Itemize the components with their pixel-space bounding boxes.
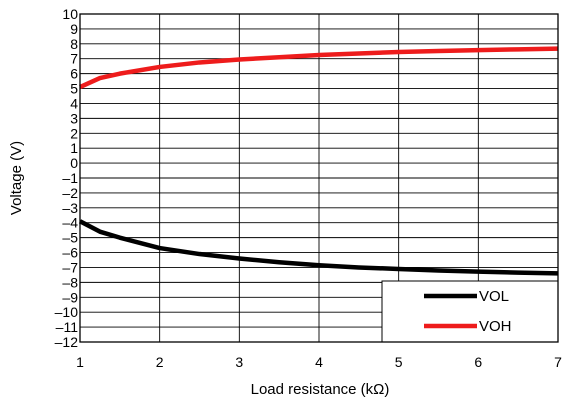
legend-label-vol: VOL: [479, 288, 509, 305]
x-tick-label: 3: [235, 354, 243, 370]
series-line-voh: [79, 46, 559, 90]
y-tick-label: –6: [62, 245, 78, 261]
y-tick-label: 4: [70, 95, 78, 111]
x-tick-label: 5: [395, 354, 403, 370]
y-tick-label: –2: [62, 185, 78, 201]
legend-label-voh: VOH: [479, 318, 512, 335]
y-tick-label: 3: [70, 110, 78, 126]
y-axis-title: Voltage (V): [8, 141, 25, 215]
y-tick-label: 6: [70, 66, 78, 82]
y-tick-label: 7: [70, 51, 78, 67]
y-tick-label: –12: [55, 334, 79, 350]
grid: [80, 14, 558, 342]
y-tick-label: 8: [70, 36, 78, 52]
legend-box: [381, 280, 559, 343]
y-tick-label: –4: [62, 215, 78, 231]
x-tick-label: 7: [554, 354, 562, 370]
y-tick-label: –5: [62, 230, 78, 246]
x-axis-title: Load resistance (kΩ): [251, 381, 390, 398]
x-tick-labels: 1 2 3 4 5 6 7: [76, 354, 562, 370]
y-tick-label: –11: [56, 319, 79, 335]
y-tick-label: –9: [62, 289, 78, 305]
y-tick-label: –8: [62, 274, 78, 290]
y-tick-label: 9: [70, 21, 78, 37]
y-tick-label: –7: [62, 259, 78, 275]
series-line-vol: [78, 219, 559, 276]
plot-frame: [79, 13, 559, 343]
legend: VOL VOH: [381, 280, 559, 343]
y-tick-label: 2: [70, 125, 78, 141]
y-tick-label: –3: [62, 200, 78, 216]
y-tick-label: –1: [62, 170, 78, 186]
y-tick-label: 5: [70, 81, 78, 97]
y-tick-label: 0: [70, 155, 78, 171]
x-tick-label: 2: [156, 354, 164, 370]
y-tick-label: –10: [55, 304, 79, 320]
x-tick-label: 6: [474, 354, 482, 370]
plot-border: [79, 13, 559, 343]
x-tick-label: 1: [76, 354, 84, 370]
x-tick-label: 4: [315, 354, 323, 370]
y-tick-label: 1: [70, 140, 78, 156]
series-layer: [78, 46, 559, 276]
y-tick-label: 10: [62, 6, 78, 22]
